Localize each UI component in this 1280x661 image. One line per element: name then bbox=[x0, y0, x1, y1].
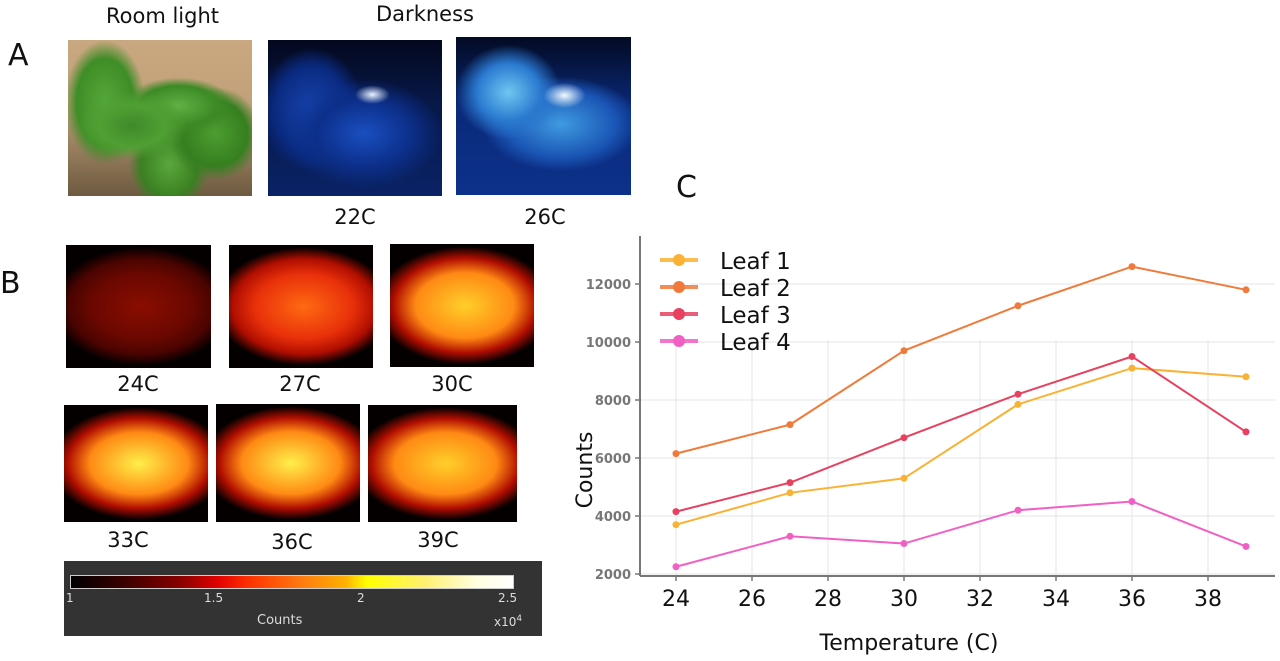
chart-series bbox=[672, 263, 1250, 571]
data-point-leaf-2 bbox=[900, 347, 908, 355]
x-axis-label: Temperature (C) bbox=[819, 631, 999, 656]
heatmap-image-36c bbox=[216, 404, 360, 522]
legend-marker-leaf-3 bbox=[673, 308, 685, 320]
data-point-leaf-1 bbox=[786, 489, 794, 497]
caption-24c: 24C bbox=[117, 372, 159, 396]
y-tick-label: 8000 bbox=[595, 394, 631, 409]
panel-letter-a: A bbox=[8, 38, 29, 73]
legend-marker-leaf-2 bbox=[673, 281, 685, 293]
data-point-leaf-4 bbox=[1014, 506, 1022, 514]
x-tick-label: 32 bbox=[966, 587, 994, 612]
darkness-22c-image bbox=[268, 40, 442, 196]
panel-letter-c: C bbox=[676, 170, 697, 205]
data-point-leaf-2 bbox=[1128, 263, 1136, 271]
x-tick-label: 30 bbox=[890, 587, 918, 612]
series-line-leaf-2 bbox=[675, 265, 1247, 455]
x-tick-label: 34 bbox=[1042, 587, 1070, 612]
y-tick-label: 4000 bbox=[595, 510, 631, 525]
data-point-leaf-2 bbox=[672, 450, 680, 458]
caption-26c: 26C bbox=[524, 205, 566, 229]
series-line-leaf-4 bbox=[675, 500, 1247, 568]
data-point-leaf-2 bbox=[1014, 302, 1022, 310]
data-point-leaf-2 bbox=[1242, 286, 1250, 294]
colorbar-tick-1: 1 bbox=[66, 591, 74, 605]
colorbar-multiplier: x104 bbox=[494, 614, 522, 629]
heatmap-image-33c bbox=[64, 405, 208, 522]
caption-33c: 33C bbox=[107, 528, 149, 552]
panel-letter-b: B bbox=[0, 266, 21, 301]
caption-39c: 39C bbox=[417, 528, 459, 552]
x-tick-label: 26 bbox=[738, 587, 766, 612]
data-point-leaf-1 bbox=[900, 474, 908, 482]
x-tick-label: 38 bbox=[1194, 587, 1222, 612]
colorbar-multiplier-base: x10 bbox=[494, 615, 517, 629]
x-tick-label: 36 bbox=[1118, 587, 1146, 612]
data-point-leaf-4 bbox=[672, 563, 680, 571]
colorbar-tick-2: 2 bbox=[357, 591, 365, 605]
caption-36c: 36C bbox=[271, 530, 313, 554]
data-point-leaf-1 bbox=[672, 521, 680, 529]
y-tick-label: 6000 bbox=[595, 452, 631, 467]
data-point-leaf-3 bbox=[672, 508, 680, 516]
heatmap-image-27c bbox=[229, 245, 373, 368]
room-light-label: Room light bbox=[105, 4, 220, 28]
legend-label-leaf-3: Leaf 3 bbox=[720, 303, 791, 329]
data-point-leaf-4 bbox=[900, 540, 908, 548]
darkness-26c-image bbox=[456, 37, 631, 195]
legend-marker-leaf-4 bbox=[673, 335, 685, 347]
y-axis-label: Counts bbox=[573, 432, 598, 509]
caption-27c: 27C bbox=[279, 372, 321, 396]
colorbar-tick-1-5: 1.5 bbox=[204, 591, 224, 605]
legend-label-leaf-1: Leaf 1 bbox=[720, 249, 791, 275]
data-point-leaf-3 bbox=[786, 479, 794, 487]
colorbar-panel: 1 1.5 2 2.5 Counts x104 bbox=[64, 561, 542, 636]
data-point-leaf-3 bbox=[900, 434, 908, 442]
legend-label-leaf-4: Leaf 4 bbox=[720, 330, 791, 356]
data-point-leaf-2 bbox=[786, 421, 794, 429]
colorbar-multiplier-exponent: 4 bbox=[516, 614, 523, 624]
y-tick-label: 10000 bbox=[586, 336, 631, 351]
y-tick-label: 12000 bbox=[586, 278, 631, 293]
heatmap-image-30c bbox=[390, 244, 534, 367]
data-point-leaf-4 bbox=[1242, 542, 1250, 550]
heatmap-image-39c bbox=[368, 405, 517, 522]
line-chart: 2000 4000 6000 8000 10000 12000 24 26 28 30 32 34 36… bbox=[573, 236, 1275, 656]
data-point-leaf-3 bbox=[1014, 390, 1022, 398]
colorbar-gradient bbox=[70, 575, 514, 589]
data-point-leaf-1 bbox=[1242, 373, 1250, 381]
x-tick-label: 24 bbox=[662, 587, 690, 612]
data-point-leaf-4 bbox=[1128, 498, 1136, 505]
darkness-label: Darkness bbox=[376, 2, 474, 26]
colorbar-label: Counts bbox=[257, 613, 303, 628]
heatmap-image-24c bbox=[66, 245, 211, 368]
chart-axes: 2000 4000 6000 8000 10000 12000 24 26 28 30 32 34 36… bbox=[586, 236, 1275, 612]
caption-30c: 30C bbox=[431, 372, 473, 396]
room-light-photo bbox=[68, 40, 252, 196]
data-point-leaf-3 bbox=[1128, 353, 1136, 360]
legend-label-leaf-2: Leaf 2 bbox=[720, 276, 791, 302]
series-line-leaf-1 bbox=[675, 367, 1247, 526]
caption-22c: 22C bbox=[334, 205, 376, 229]
data-point-leaf-1 bbox=[1014, 400, 1022, 408]
colorbar-tick-2-5: 2.5 bbox=[498, 591, 518, 605]
data-point-leaf-1 bbox=[1128, 364, 1136, 372]
y-tick-label: 2000 bbox=[595, 568, 631, 583]
x-tick-label: 28 bbox=[814, 587, 842, 612]
data-point-leaf-3 bbox=[1242, 428, 1250, 436]
data-point-leaf-4 bbox=[786, 532, 794, 540]
series-line-leaf-3 bbox=[675, 355, 1247, 513]
legend-marker-leaf-1 bbox=[673, 254, 685, 266]
